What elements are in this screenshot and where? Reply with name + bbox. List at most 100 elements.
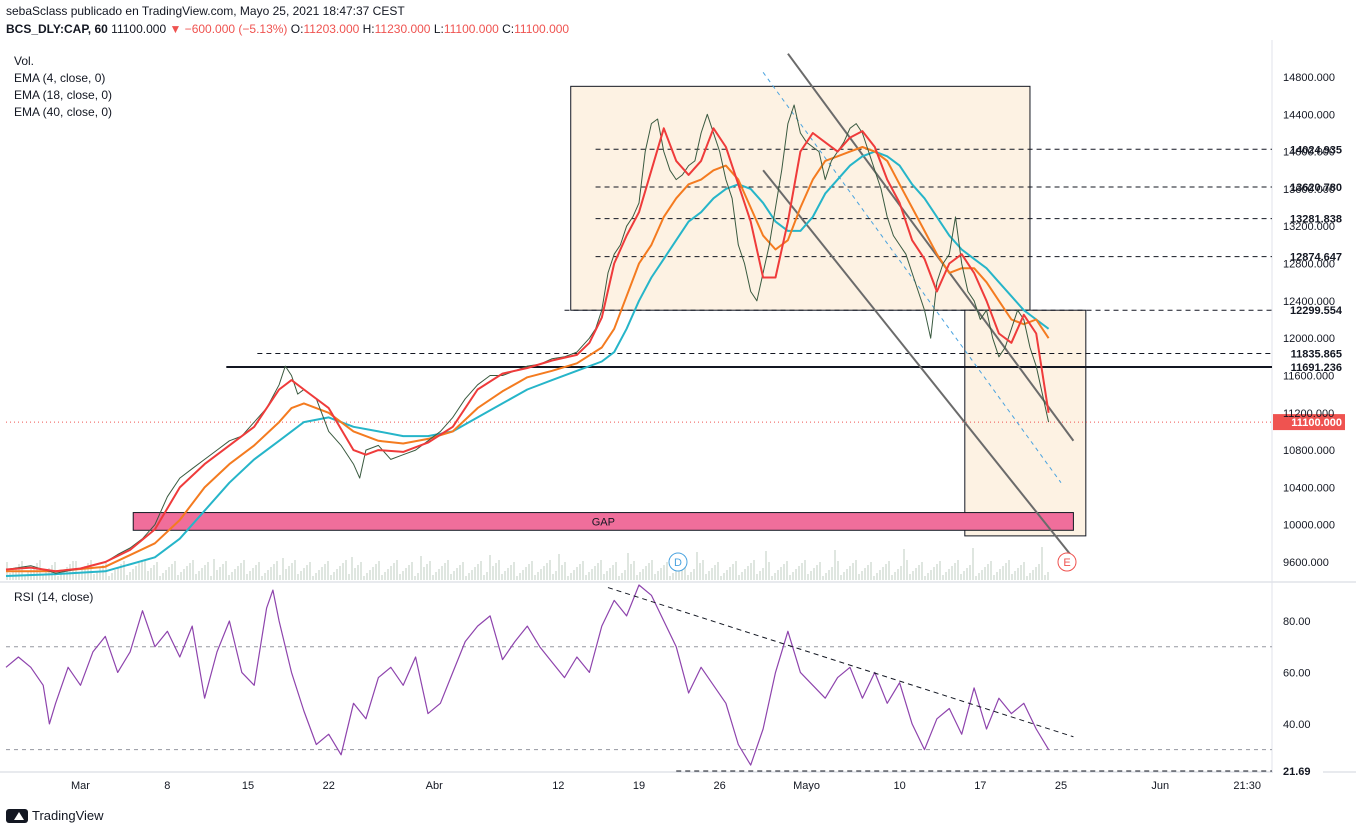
volume-bar <box>207 562 209 580</box>
volume-bar <box>744 569 746 580</box>
price-level-tag <box>1273 210 1345 227</box>
volume-bar <box>609 568 611 580</box>
volume-bar <box>750 563 752 580</box>
price-axis-tick: 14000.000 <box>1283 147 1335 159</box>
volume-bar <box>96 571 98 580</box>
volume-bar <box>942 575 944 580</box>
volume-bar <box>657 571 659 580</box>
volume-bar <box>450 574 452 580</box>
volume-bar <box>198 571 200 580</box>
volume-bar <box>285 569 287 580</box>
volume-bar <box>978 573 980 580</box>
volume-bar <box>717 562 719 580</box>
footer-brand[interactable]: TradingView <box>6 808 104 823</box>
volume-bar <box>267 570 269 580</box>
time-axis-tick: 8 <box>164 780 170 792</box>
volume-bar <box>1038 564 1040 580</box>
volume-bar <box>243 560 245 580</box>
volume-bar <box>705 574 707 580</box>
volume-bar <box>498 560 500 580</box>
volume-bar <box>312 576 314 580</box>
price-axis-tick: 14400.000 <box>1283 109 1335 121</box>
time-axis-tick: 17 <box>974 780 986 792</box>
range-box-lower <box>964 309 1087 537</box>
volume-bar <box>69 564 71 580</box>
time-axis-tick: Mayo <box>793 780 820 792</box>
volume-bar <box>105 562 107 580</box>
volume-bar <box>531 561 533 580</box>
volume-bar <box>42 574 44 580</box>
volume-bar <box>249 571 251 580</box>
volume-bar <box>399 574 401 580</box>
volume-bar <box>993 575 995 580</box>
indicator-ema40[interactable]: EMA (40, close, 0) <box>14 105 113 119</box>
volume-bar <box>300 571 302 580</box>
volume-bar <box>444 563 446 580</box>
volume-bar <box>675 570 677 580</box>
volume-bar <box>270 567 272 580</box>
volume-bar <box>318 570 320 580</box>
tradingview-logo-icon <box>6 808 28 823</box>
volume-bar <box>396 560 398 580</box>
volume-bar <box>930 570 932 580</box>
volume-bar <box>369 570 371 580</box>
volume-bar <box>354 568 356 580</box>
volume-bars <box>6 547 1049 580</box>
price-level-label: 11100.000 <box>1291 417 1342 429</box>
volume-bar <box>534 575 536 580</box>
volume-bar <box>294 560 296 580</box>
volume-bar <box>144 560 146 580</box>
price-axis-tick: 9600.000 <box>1283 557 1329 569</box>
volume-bar <box>150 568 152 580</box>
volume-bar <box>132 569 134 580</box>
volume-bar <box>171 564 173 580</box>
symbol-label: BCS_DLY:CAP, 60 <box>6 22 108 36</box>
volume-bar <box>462 562 464 580</box>
indicator-ema4[interactable]: EMA (4, close, 0) <box>14 71 106 85</box>
volume-bar <box>363 576 365 580</box>
rsi-title[interactable]: RSI (14, close) <box>14 590 94 604</box>
volume-bar <box>696 552 698 580</box>
volume-bar <box>411 562 413 580</box>
volume-bar <box>417 573 419 580</box>
volume-bar <box>948 569 950 580</box>
open-label: O: <box>290 22 304 36</box>
volume-bar <box>186 566 188 580</box>
indicator-volume[interactable]: Vol. <box>14 54 35 68</box>
price-level-label: 13281.838 <box>1290 214 1342 226</box>
volume-bar <box>366 573 368 580</box>
price-level-label: 11835.865 <box>1291 348 1342 360</box>
price-level-label: 12874.647 <box>1290 252 1342 264</box>
indicator-ema18[interactable]: EMA (18, close, 0) <box>14 88 113 102</box>
volume-bar <box>9 573 11 580</box>
rsi-axis-tick: 60.00 <box>1283 667 1311 679</box>
series-price <box>5 104 1050 574</box>
volume-bar <box>723 573 725 580</box>
volume-bar <box>771 576 773 580</box>
volume-bar <box>834 550 836 580</box>
volume-bar <box>456 568 458 580</box>
volume-bar <box>519 573 521 580</box>
volume-bar <box>972 548 974 580</box>
volume-bar <box>687 575 689 580</box>
price-axis-tick: 12800.000 <box>1283 259 1335 271</box>
volume-bar <box>87 563 89 580</box>
volume-bar <box>465 576 467 580</box>
volume-bar <box>324 564 326 580</box>
volume-bar <box>447 560 449 580</box>
volume-bar <box>828 570 830 580</box>
volume-bar <box>735 561 737 580</box>
rsi-trendline <box>607 587 1074 738</box>
dividend-marker <box>668 552 688 572</box>
brand-label: TradingView <box>32 808 104 823</box>
volume-bar <box>339 566 341 580</box>
volume-bar <box>621 573 623 580</box>
volume-bar <box>195 574 197 580</box>
volume-bar <box>957 560 959 580</box>
volume-bar <box>21 561 23 580</box>
publish-info: sebaSclass publicado en TradingView.com,… <box>6 4 405 18</box>
dividend-marker-label: D <box>674 557 682 569</box>
volume-bar <box>360 562 362 580</box>
volume-bar <box>840 575 842 580</box>
